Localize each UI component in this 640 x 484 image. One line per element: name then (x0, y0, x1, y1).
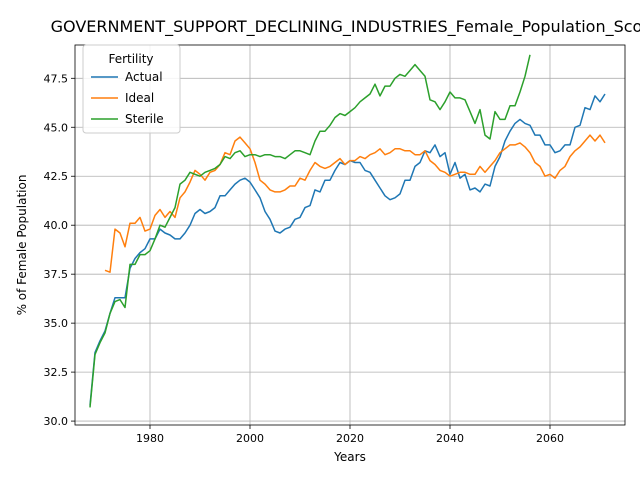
y-tick-label: 30.0 (44, 415, 69, 428)
x-tick-label: 2000 (236, 432, 264, 445)
y-tick-label: 35.0 (44, 317, 69, 330)
y-tick-label: 32.5 (44, 366, 69, 379)
x-axis-label: Years (333, 450, 366, 464)
tick-layer: 1980 2000 2020 2040 2060 30.0 32.5 35.0 37.5 40.0… (44, 72, 565, 445)
x-tick-label: 2040 (436, 432, 464, 445)
series-line-sterile (89, 54, 531, 408)
series-layer (89, 54, 606, 408)
legend-label-ideal: Ideal (125, 91, 154, 105)
x-tick-label: 2060 (536, 432, 564, 445)
legend-title: Fertility (108, 52, 153, 66)
legend-entries: Actual Ideal Sterile (91, 70, 164, 126)
series-line-ideal (104, 134, 606, 273)
legend-label-actual: Actual (125, 70, 163, 84)
legend: Fertility Actual Ideal Sterile (82, 44, 181, 134)
y-tick-label: 47.5 (44, 72, 69, 85)
y-axis-label: % of Female Population (15, 175, 29, 316)
chart-title: GOVERNMENT_SUPPORT_DECLINING_INDUSTRIES_… (51, 17, 640, 37)
grid-layer (75, 45, 625, 425)
y-tick-label: 42.5 (44, 170, 69, 183)
legend-box (82, 44, 181, 134)
x-tick-label: 2020 (336, 432, 364, 445)
y-tick-label: 40.0 (44, 219, 69, 232)
y-tick-label: 37.5 (44, 268, 69, 281)
y-tick-label: 45.0 (44, 121, 69, 134)
x-tick-label: 1980 (136, 432, 164, 445)
legend-label-sterile: Sterile (125, 112, 164, 126)
